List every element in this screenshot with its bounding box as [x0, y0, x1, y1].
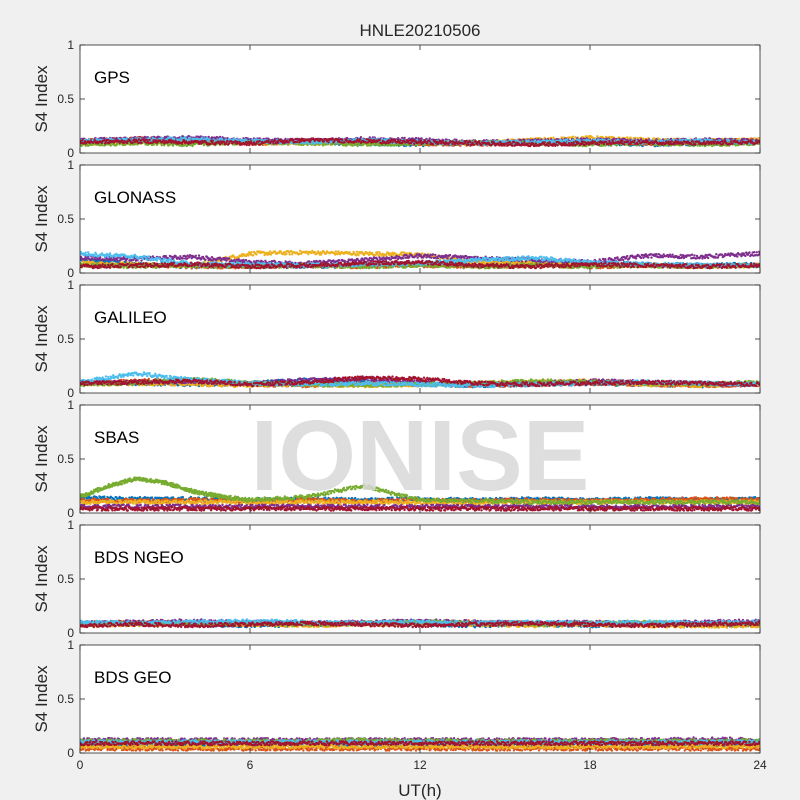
- data-point: [81, 143, 84, 147]
- data-point: [698, 138, 702, 141]
- data-point: [401, 136, 404, 140]
- data-point: [90, 143, 94, 146]
- panel-points: [80, 135, 760, 148]
- data-point: [188, 136, 192, 140]
- data-point: [603, 138, 606, 142]
- data-point: [698, 144, 702, 147]
- data-point: [168, 136, 172, 139]
- data-point: [201, 136, 204, 139]
- data-point: [533, 139, 537, 142]
- data-point: [613, 137, 616, 140]
- data-point: [320, 141, 323, 145]
- data-point: [579, 137, 583, 140]
- data-point: [420, 137, 423, 140]
- data-point: [160, 144, 163, 147]
- data-point: [171, 144, 175, 147]
- data-point: [596, 135, 599, 138]
- data-point: [552, 136, 555, 139]
- data-point: [109, 144, 113, 147]
- data-point: [600, 138, 604, 141]
- data-point: [189, 143, 193, 146]
- data-point: [601, 136, 605, 139]
- data-point: [284, 137, 287, 141]
- data-point: [560, 136, 563, 139]
- data-point: [244, 138, 248, 141]
- data-point: [366, 144, 369, 147]
- data-point: [118, 143, 121, 146]
- data-point: [639, 138, 643, 141]
- data-point: [578, 138, 581, 142]
- data-point: [753, 137, 757, 140]
- data-point: [95, 143, 98, 146]
- data-point: [380, 138, 384, 141]
- data-point: [615, 144, 618, 147]
- data-point: [425, 137, 428, 141]
- data-point: [352, 138, 355, 141]
- data-point: [152, 143, 155, 146]
- data-point: [100, 144, 104, 147]
- data-point: [163, 144, 166, 147]
- data-point: [184, 136, 187, 139]
- data-point: [307, 142, 311, 146]
- figure-title: HNLE20210506: [360, 21, 481, 40]
- data-point: [251, 138, 254, 141]
- data-point: [165, 138, 168, 141]
- data-point: [571, 135, 575, 138]
- data-point: [566, 138, 569, 141]
- data-point: [359, 136, 363, 139]
- data-point: [724, 137, 727, 140]
- data-point: [246, 137, 249, 140]
- data-point: [678, 138, 682, 141]
- data-point: [551, 139, 554, 142]
- data-point: [218, 135, 222, 139]
- data-point: [383, 144, 386, 147]
- data-point: [403, 136, 406, 140]
- data-point: [354, 143, 358, 146]
- data-point: [527, 139, 530, 142]
- data-point: [629, 136, 632, 139]
- data-point: [368, 136, 371, 139]
- data-point: [604, 144, 607, 147]
- data-point: [634, 136, 637, 140]
- data-point: [559, 138, 563, 142]
- data-point: [642, 137, 645, 140]
- data-point: [356, 144, 359, 148]
- panel-background: [80, 45, 760, 153]
- data-point: [258, 137, 261, 140]
- data-point: [636, 137, 639, 140]
- data-point: [205, 136, 209, 140]
- data-point: [428, 137, 431, 140]
- data-point: [414, 136, 418, 140]
- data-point: [316, 141, 319, 144]
- data-point: [696, 144, 699, 147]
- data-point: [541, 139, 545, 142]
- data-point: [168, 143, 172, 146]
